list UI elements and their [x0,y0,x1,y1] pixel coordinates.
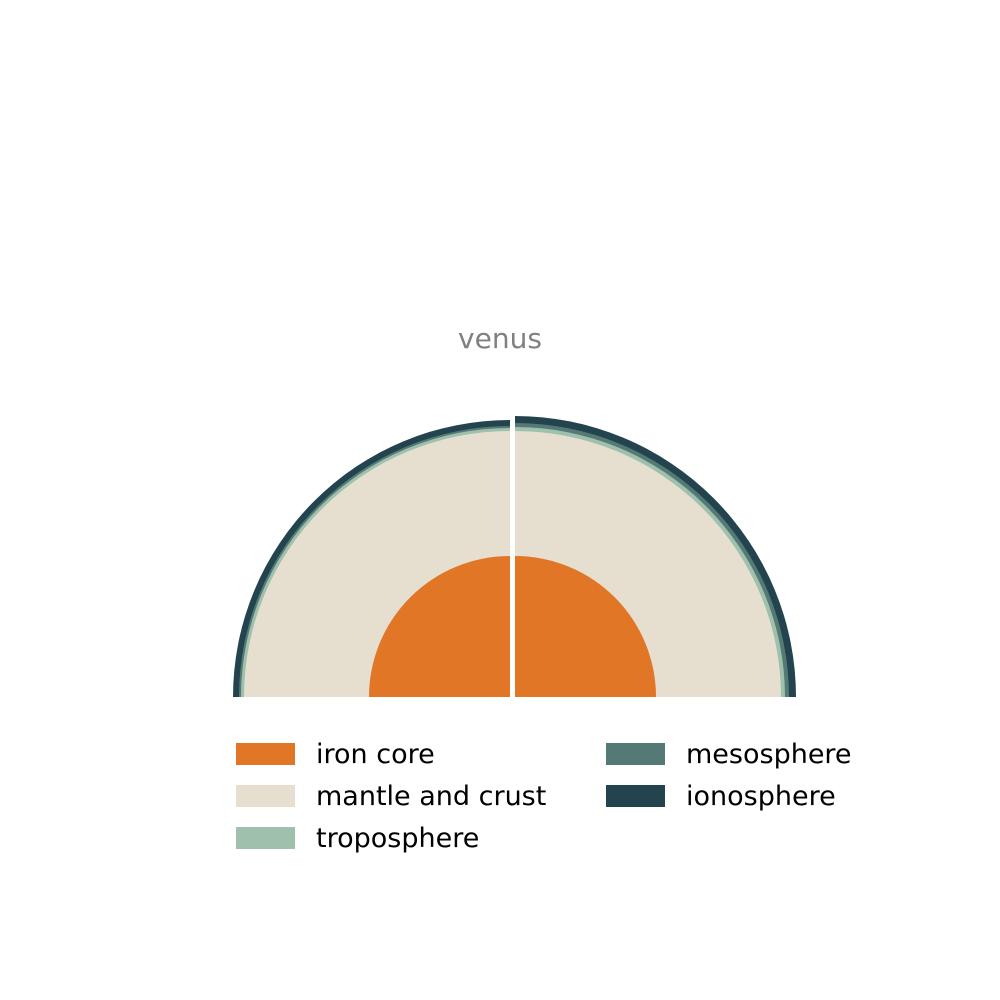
legend-swatch [606,785,665,807]
legend-item-iron-core: iron core [236,735,435,773]
legend-label: iron core [316,738,435,770]
right-iron-core-layer [515,556,656,697]
legend-item-troposphere: troposphere [236,819,479,857]
diagram-title: venus [458,322,542,355]
legend-item-mesosphere: mesosphere [606,735,852,773]
legend: iron core mantle and crust troposphere m… [236,735,896,865]
left-hemisphere [233,420,510,697]
legend-swatch [236,743,295,765]
legend-label: mantle and crust [316,780,547,812]
legend-item-ionosphere: ionosphere [606,777,836,815]
legend-label: ionosphere [686,780,836,812]
legend-label: mesosphere [686,738,852,770]
legend-swatch [606,743,665,765]
left-iron-core-layer [369,556,510,697]
right-hemisphere [515,416,796,697]
legend-item-mantle-and-crust: mantle and crust [236,777,546,815]
legend-swatch [236,827,295,849]
legend-swatch [236,785,295,807]
legend-label: troposphere [316,822,480,854]
